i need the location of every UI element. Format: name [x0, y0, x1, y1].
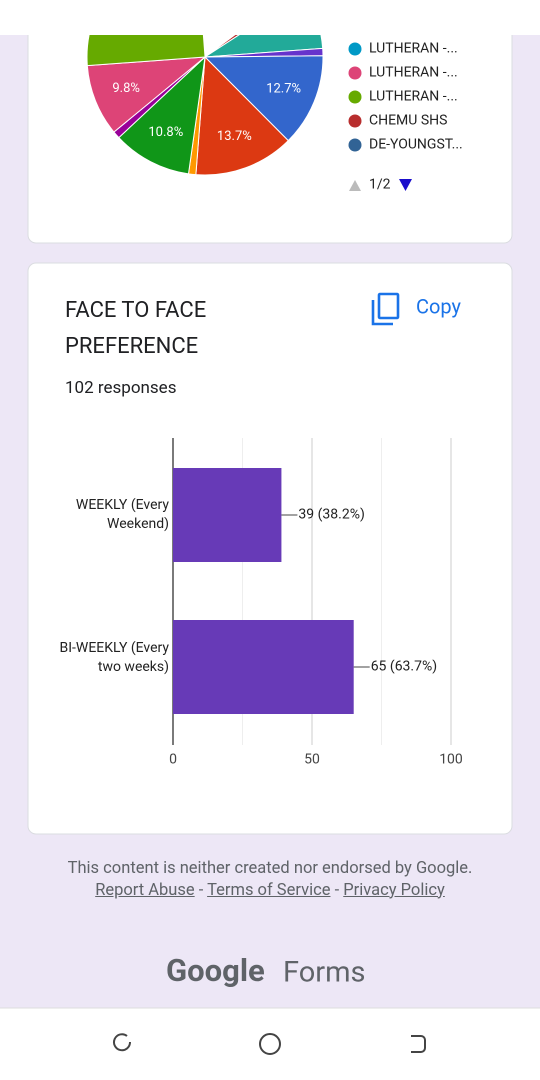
link-separator: - — [198, 880, 204, 900]
status-bar-cover — [0, 0, 540, 35]
bar — [173, 620, 354, 714]
slice-label: 13.7% — [217, 129, 252, 144]
value-label: 39 (38.2%) — [298, 507, 364, 523]
legend: LUTHERAN -... LUTHERAN -... LUTHERAN -... C… — [348, 41, 463, 153]
slice-label: 9.8% — [112, 81, 140, 96]
pager-label: 1/2 — [369, 177, 391, 193]
copy-button[interactable]: Copy — [416, 294, 462, 318]
bar-chart: 0 50 100 39 (38.2%) 65 (63.7%) — [169, 438, 463, 768]
legend-label: LUTHERAN -... — [369, 65, 458, 81]
pie-slice — [86, 35, 206, 67]
legend-swatch — [348, 90, 362, 104]
nav-recent[interactable] — [411, 1035, 426, 1053]
question-title: FACE TO FACE PREFERENCE — [65, 298, 207, 359]
x-tick-label: 100 — [439, 752, 463, 768]
pie-slice — [86, 56, 207, 133]
slice-label: 12.7% — [266, 82, 301, 97]
response-count: 102 responses — [65, 378, 177, 398]
footer-link[interactable]: Privacy Policy — [343, 880, 445, 900]
notice-text: This content is neither created nor endo… — [67, 859, 473, 878]
footer-notice: This content is neither created nor endo… — [60, 858, 480, 901]
legend-label: LUTHERAN -... — [369, 89, 458, 105]
logo-product: Forms — [283, 956, 366, 990]
link-separator: - — [334, 880, 340, 900]
legend-label: CHEMU SHS — [369, 113, 447, 129]
category-label: WEEKLY (Every Weekend) — [75, 497, 169, 532]
legend-label: DE-YOUNGST... — [369, 137, 463, 153]
pie-group: 12.7% 13.7% 10.8% 9.8% — [86, 35, 324, 176]
nav-home[interactable] — [259, 1033, 281, 1055]
pager-next[interactable] — [399, 179, 412, 191]
pie-slice — [118, 55, 206, 175]
copy-icon[interactable] — [371, 292, 400, 326]
legend-swatch — [348, 114, 362, 128]
footer-link[interactable]: Terms of Service — [207, 880, 331, 900]
legend-swatch — [348, 66, 362, 80]
category-label: BI-WEEKLY (Every two weeks) — [59, 640, 169, 675]
pager-prev[interactable] — [349, 180, 361, 191]
footer-link[interactable]: Report Abuse — [95, 880, 195, 900]
x-tick-label: 0 — [169, 752, 177, 768]
legend-swatch — [348, 42, 362, 56]
value-label: 65 (63.7%) — [371, 659, 437, 675]
pie-slice — [195, 55, 289, 176]
x-tick-label: 50 — [304, 752, 320, 768]
slice-label: 10.8% — [148, 125, 183, 140]
pie-slice — [203, 55, 324, 142]
logo-brand: Google — [166, 952, 265, 989]
nav-back[interactable] — [113, 1033, 132, 1052]
legend-swatch — [348, 138, 362, 152]
nav-bar — [0, 1008, 540, 1080]
bar — [173, 468, 282, 562]
legend-label: LUTHERAN -... — [369, 41, 458, 57]
